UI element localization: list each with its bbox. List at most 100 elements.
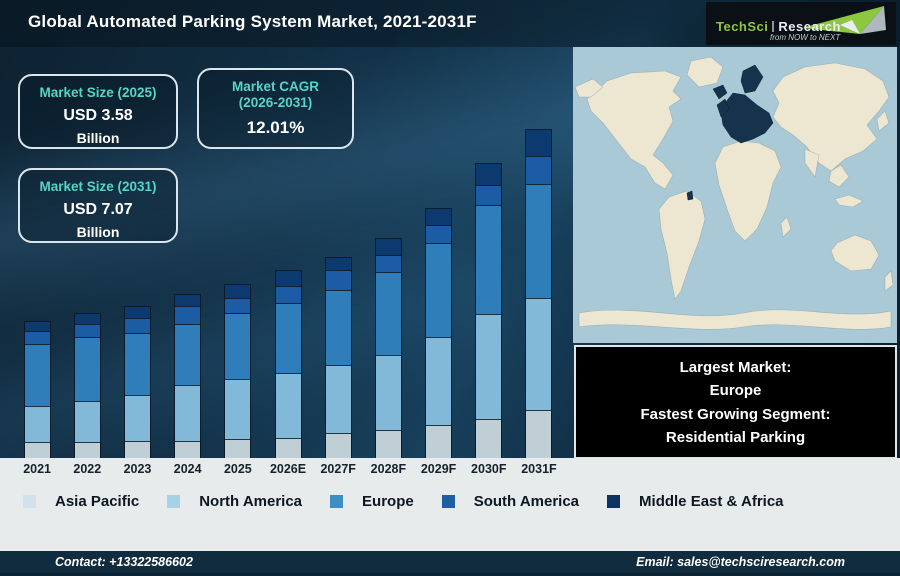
bar-2027F [313,256,363,458]
segment-middle-east-africa [426,209,452,226]
logo-part2: Research [778,19,841,34]
segment-south-america [325,269,351,290]
legend-item-asia-pacific: Asia Pacific [23,493,139,510]
segment-north-america [275,373,301,438]
x-label-2027F: 2027F [320,462,356,476]
legend-swatch [167,495,181,508]
bar-2029F [414,208,464,458]
segment-europe [175,323,201,386]
segment-middle-east-africa [325,257,351,270]
logo-arrow-icon [802,6,886,34]
segment-asia-pacific [526,409,552,458]
logo-wordmark: TechSci Research [716,19,841,34]
segment-europe [325,289,351,365]
segment-middle-east-africa [74,313,100,324]
x-label-2021: 2021 [23,462,51,476]
segment-asia-pacific [275,437,301,458]
map-uk [716,98,730,118]
segment-south-america [275,285,301,304]
legend-label: Europe [362,493,414,510]
stacked-bar [475,162,503,458]
segment-europe [124,332,150,395]
x-label-2031F: 2031F [521,462,557,476]
map-north-america [586,70,682,190]
map-madagascar [780,216,792,238]
segment-asia-pacific [175,440,201,458]
x-label-2026E: 2026E [269,462,307,476]
segment-south-america [124,318,150,333]
legend-label: South America [473,493,580,510]
highlight-line: Europe [709,382,762,400]
bar-2031F [514,129,564,458]
x-label-2022: 2022 [73,462,102,476]
map-europe-highlight [686,64,774,201]
map-alaska [574,78,604,98]
segment-europe [275,303,301,374]
highlight-line: Fastest Growing Segment: [640,405,831,423]
page-title: Global Automated Parking System Market, … [28,12,477,31]
legend-item-middle-east-africa: Middle East & Africa [607,493,784,510]
title-bar: Global Automated Parking System Market, … [0,0,900,47]
segment-south-america [24,331,50,345]
box-value: USD 7.07 [63,201,133,219]
box-title: Market CAGR (2026-2031) [231,79,320,111]
segment-middle-east-africa [225,285,251,299]
box-value: USD 3.58 [63,107,133,125]
map-south-america [658,190,706,300]
segment-asia-pacific [476,418,502,458]
chart-legend: Asia Pacific North America Europe South Ame… [0,493,900,510]
legend-swatch [607,495,621,508]
segment-middle-east-africa [24,321,50,332]
segment-asia-pacific [74,441,100,458]
segment-asia-pacific [24,441,50,458]
map-iceland [712,84,728,100]
stacked-bar [324,256,352,458]
logo-divider [772,21,775,32]
x-label-2023: 2023 [123,462,152,476]
legend-label: North America [199,493,303,510]
map-new-zealand [884,270,894,292]
highlight-line: Largest Market: [679,359,792,376]
segment-middle-east-africa [124,306,150,319]
x-label-2030F: 2030F [471,462,507,476]
legend-item-north-america: North America [167,493,302,510]
map-africa [714,140,782,242]
segment-middle-east-africa [175,294,201,307]
bar-2026E [263,270,313,458]
segment-europe [24,344,50,407]
chart-bottom-band: 2021 2022 2023 2024 2025 2026E 2027F 2028F 2029F… [0,458,900,551]
map-antarctica [578,309,892,330]
map-australia [830,234,880,272]
map-japan [876,110,890,132]
stacked-bar [425,208,453,458]
segment-middle-east-africa [275,271,301,286]
world-map-svg [573,47,897,343]
segment-north-america [225,379,251,439]
stacked-bar [525,129,553,458]
segment-asia-pacific [225,438,251,458]
map-indonesia [834,194,864,208]
box-title: Market Size (2025) [39,85,157,100]
segment-europe [225,313,251,380]
market-size-2025-box: Market Size (2025) USD 3.58 Billion [18,74,178,149]
bar-2022 [62,312,112,458]
segment-north-america [74,401,100,442]
segment-asia-pacific [124,441,150,458]
stacked-bar [274,270,302,458]
segment-north-america [476,314,502,419]
segment-north-america [175,385,201,441]
map-europe [720,92,774,144]
logo-part1: TechSci [716,19,769,34]
stacked-bar-chart [12,113,568,458]
segment-europe [74,336,100,402]
market-cagr-box: Market CAGR (2026-2031) 12.01% [197,68,354,149]
stacked-bar [73,312,101,458]
segment-south-america [175,306,201,324]
segment-south-america [476,185,502,206]
box-unit: Billion [76,130,120,147]
segment-north-america [24,406,50,442]
legend-item-europe: Europe [330,493,414,510]
legend-item-south-america: South America [441,493,580,510]
segment-north-america [426,337,452,426]
segment-north-america [325,364,351,433]
